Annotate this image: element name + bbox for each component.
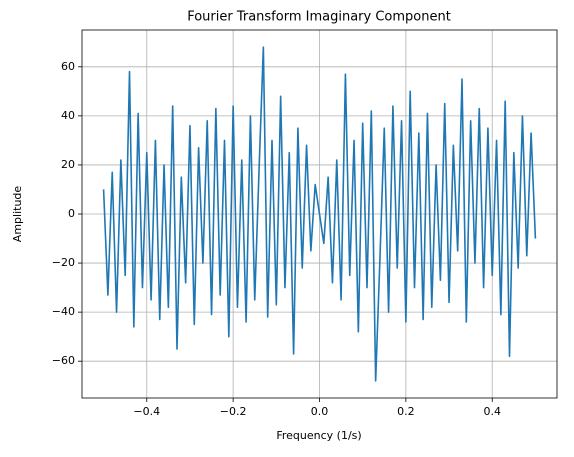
x-tick-label: 0.4: [483, 405, 501, 418]
y-tick-label: 60: [61, 60, 75, 73]
y-axis-label: Amplitude: [11, 186, 24, 243]
x-tick-label: 0.0: [311, 405, 329, 418]
x-tick-label: 0.2: [397, 405, 415, 418]
y-tick-label: 20: [61, 158, 75, 171]
x-axis-label: Frequency (1/s): [276, 429, 361, 442]
y-tick-label: −20: [52, 256, 75, 269]
line: [102, 46, 537, 382]
y-tick-label: −40: [52, 305, 75, 318]
y-tick-label: 40: [61, 109, 75, 122]
plot-frame: [81, 29, 558, 399]
x-tick-label: −0.2: [220, 405, 247, 418]
x-tick-label: −0.4: [133, 405, 160, 418]
y-tick-label: 0: [68, 207, 75, 220]
chart-title: Fourier Transform Imaginary Component: [187, 10, 451, 25]
y-tick-label: −60: [52, 354, 75, 367]
